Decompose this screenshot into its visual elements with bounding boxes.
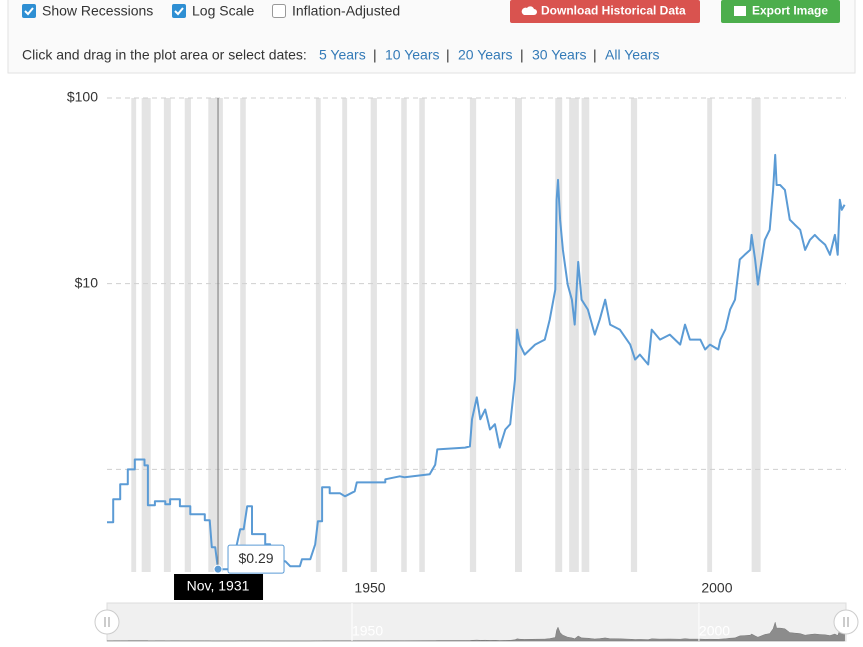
x-tick-label: 1950 — [354, 580, 385, 596]
navigator-label: 1950 — [352, 623, 383, 639]
range-link[interactable]: 10 Years — [385, 47, 440, 63]
check-mark — [174, 7, 184, 16]
price-line — [107, 153, 846, 571]
recession-band — [569, 98, 579, 572]
checkbox[interactable] — [272, 4, 286, 18]
recession-band — [469, 98, 477, 572]
recession-band — [751, 98, 761, 572]
recession-band — [163, 98, 171, 572]
recession-band — [707, 98, 713, 572]
recession-band — [315, 98, 321, 572]
image-icon — [734, 6, 746, 16]
navigator — [106, 602, 847, 642]
range-separator: | — [593, 47, 597, 63]
checkbox-label[interactable]: Inflation-Adjusted — [292, 3, 400, 19]
recession-band — [370, 98, 377, 572]
tooltip-box — [227, 544, 285, 574]
button[interactable] — [510, 0, 700, 23]
x-tick-label: 2000 — [701, 580, 732, 596]
check-mark — [24, 7, 34, 16]
range-separator: | — [373, 47, 377, 63]
toolbar-panel — [7, 0, 856, 74]
recession-band — [555, 98, 563, 572]
navigator-handle[interactable] — [94, 609, 120, 635]
range-link[interactable]: 5 Years — [319, 47, 366, 63]
recession-band — [240, 98, 246, 572]
recession-band — [419, 98, 425, 572]
recession-band — [141, 98, 151, 572]
range-separator: | — [520, 47, 524, 63]
button[interactable] — [721, 0, 840, 23]
navigator-area — [106, 621, 845, 642]
recession-band — [581, 98, 590, 572]
recession-band — [184, 98, 191, 572]
checkbox[interactable] — [172, 4, 186, 18]
date-label-box — [174, 574, 264, 600]
cloud-icon — [521, 6, 537, 15]
hover-point — [213, 564, 223, 574]
y-tick-label: $10 — [75, 274, 99, 290]
handle-grip — [843, 617, 849, 627]
recession-band — [630, 98, 638, 572]
checkbox-label[interactable]: Show Recessions — [42, 3, 153, 19]
navigator-label: 2000 — [699, 623, 730, 639]
range-link[interactable]: 20 Years — [458, 47, 513, 63]
range-link[interactable]: 30 Years — [532, 47, 587, 63]
range-separator: | — [446, 47, 450, 63]
recession-band — [208, 98, 223, 572]
recession-band — [342, 98, 348, 572]
navigator-handle[interactable] — [833, 609, 859, 635]
tooltip-value: $0.29 — [239, 550, 274, 566]
recession-band — [131, 98, 137, 572]
button-label[interactable]: Export Image — [752, 4, 828, 18]
handle-grip — [104, 617, 110, 627]
checkbox-label[interactable]: Log Scale — [192, 3, 254, 19]
checkbox[interactable] — [22, 4, 36, 18]
button-label[interactable]: Download Historical Data — [541, 4, 686, 18]
date-label: Nov, 1931 — [187, 578, 250, 594]
date-prompt: Click and drag in the plot area or selec… — [22, 47, 307, 63]
recession-band — [401, 98, 407, 572]
range-link[interactable]: All Years — [605, 47, 659, 63]
y-tick-label: $100 — [67, 89, 98, 105]
